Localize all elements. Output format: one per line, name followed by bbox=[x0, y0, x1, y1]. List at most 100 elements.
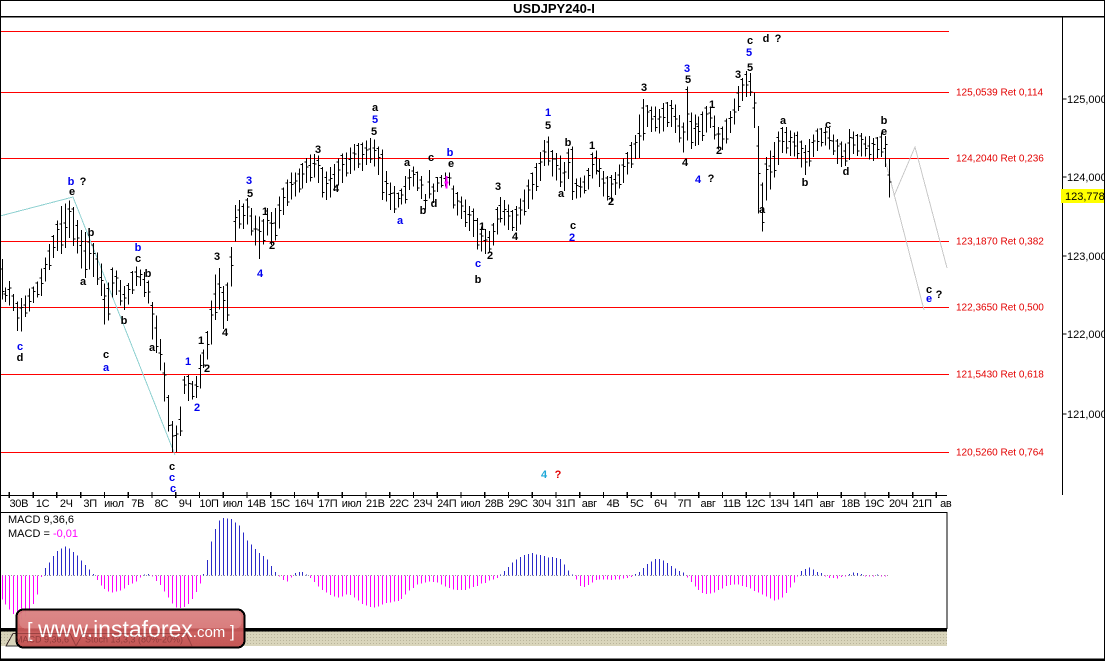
svg-text:c: c bbox=[475, 258, 481, 270]
svg-text:123,1870 Ret 0,382: 123,1870 Ret 0,382 bbox=[956, 237, 1044, 248]
svg-text:5: 5 bbox=[545, 120, 551, 132]
svg-text:19С: 19С bbox=[865, 498, 885, 510]
svg-text:a: a bbox=[759, 204, 766, 216]
svg-text:2Ч: 2Ч bbox=[60, 498, 73, 510]
svg-text:122,000: 122,000 bbox=[1067, 329, 1105, 341]
svg-text:b: b bbox=[565, 137, 572, 149]
svg-text:d: d bbox=[763, 33, 770, 45]
svg-text:21В: 21В bbox=[366, 498, 385, 510]
svg-text:3П: 3П bbox=[83, 498, 97, 510]
svg-text:8С: 8С bbox=[155, 498, 169, 510]
svg-text:28В: 28В bbox=[485, 498, 504, 510]
svg-text:14В: 14В bbox=[247, 498, 266, 510]
svg-text:c: c bbox=[926, 284, 932, 296]
svg-text:e: e bbox=[881, 126, 887, 138]
svg-text:30В: 30В bbox=[9, 498, 28, 510]
svg-text:a: a bbox=[404, 157, 411, 169]
svg-text:3: 3 bbox=[684, 63, 690, 75]
svg-text:c: c bbox=[135, 253, 141, 265]
svg-text:4: 4 bbox=[541, 469, 548, 481]
svg-text:20Ч: 20Ч bbox=[889, 498, 908, 510]
svg-text:3: 3 bbox=[495, 181, 501, 193]
svg-text:125,0539 Ret 0,114: 125,0539 Ret 0,114 bbox=[956, 88, 1044, 99]
svg-text:122,3650 Ret 0,500: 122,3650 Ret 0,500 bbox=[956, 303, 1044, 314]
svg-text:5: 5 bbox=[372, 114, 378, 126]
svg-text:1: 1 bbox=[198, 335, 204, 347]
svg-text:5: 5 bbox=[371, 126, 377, 138]
svg-text:5С: 5С bbox=[630, 498, 644, 510]
svg-text:4: 4 bbox=[512, 231, 519, 243]
svg-text:2: 2 bbox=[716, 145, 722, 157]
svg-text:121,000: 121,000 bbox=[1067, 409, 1105, 421]
svg-text:b: b bbox=[447, 147, 454, 159]
svg-text:b: b bbox=[121, 315, 128, 327]
svg-text:?: ? bbox=[708, 173, 715, 185]
svg-text:MACD = -0,01: MACD = -0,01 bbox=[8, 528, 78, 540]
svg-text:4: 4 bbox=[222, 327, 229, 339]
svg-text:30Ч: 30Ч bbox=[532, 498, 551, 510]
svg-text:3: 3 bbox=[315, 144, 321, 156]
svg-text:июл: июл bbox=[104, 498, 124, 510]
svg-text:e: e bbox=[69, 186, 75, 198]
svg-text:b: b bbox=[145, 268, 152, 280]
svg-text:c: c bbox=[169, 472, 175, 484]
svg-text:c: c bbox=[747, 35, 753, 47]
svg-text:15С: 15С bbox=[271, 498, 291, 510]
svg-text:3: 3 bbox=[641, 82, 647, 94]
svg-text:5: 5 bbox=[747, 62, 753, 74]
svg-text:2: 2 bbox=[204, 363, 210, 375]
svg-text:июл: июл bbox=[342, 498, 362, 510]
svg-text:a: a bbox=[558, 188, 565, 200]
svg-text:10П: 10П bbox=[199, 498, 219, 510]
svg-text:29С: 29С bbox=[508, 498, 528, 510]
svg-text:124,000: 124,000 bbox=[1067, 172, 1105, 184]
svg-text:b: b bbox=[68, 176, 75, 188]
svg-text:MACD 9,36,6: MACD 9,36,6 bbox=[15, 635, 69, 645]
svg-text:7П: 7П bbox=[678, 498, 692, 510]
svg-text:5: 5 bbox=[746, 47, 752, 59]
svg-text:b: b bbox=[420, 205, 427, 217]
svg-text:1: 1 bbox=[709, 99, 715, 111]
svg-text:11В: 11В bbox=[723, 498, 741, 510]
svg-text:a: a bbox=[780, 115, 787, 127]
svg-text:3: 3 bbox=[246, 175, 252, 187]
svg-text:c: c bbox=[103, 349, 109, 361]
svg-text:4: 4 bbox=[695, 174, 702, 186]
svg-text:120,5260 Ret 0,764: 120,5260 Ret 0,764 bbox=[956, 448, 1044, 459]
svg-text:d: d bbox=[843, 166, 850, 178]
svg-text:2: 2 bbox=[487, 250, 493, 262]
svg-text:c: c bbox=[428, 152, 434, 164]
svg-text:24П: 24П bbox=[437, 498, 457, 510]
svg-text:4: 4 bbox=[257, 268, 264, 280]
svg-text:ав: ав bbox=[940, 498, 952, 510]
svg-text:12С: 12С bbox=[746, 498, 766, 510]
svg-text:a: a bbox=[80, 276, 87, 288]
svg-text:?: ? bbox=[936, 289, 943, 301]
svg-text:d: d bbox=[17, 352, 24, 364]
svg-text:4В: 4В bbox=[607, 498, 620, 510]
svg-text:a: a bbox=[372, 102, 379, 114]
svg-text:b: b bbox=[475, 274, 482, 286]
svg-text:2: 2 bbox=[194, 402, 200, 414]
svg-text:[ www.instaforex.com ]: [ www.instaforex.com ] bbox=[27, 616, 235, 642]
svg-text:1: 1 bbox=[545, 107, 551, 119]
svg-text:2: 2 bbox=[608, 196, 614, 208]
svg-text:1: 1 bbox=[185, 356, 191, 368]
svg-text:4: 4 bbox=[682, 157, 689, 169]
svg-text:b: b bbox=[881, 115, 888, 127]
svg-text:авг: авг bbox=[819, 498, 834, 510]
svg-text:4: 4 bbox=[333, 183, 340, 195]
svg-text:16Ч: 16Ч bbox=[295, 498, 314, 510]
svg-text:5: 5 bbox=[247, 188, 253, 200]
svg-text:18В: 18В bbox=[841, 498, 860, 510]
svg-text:22С: 22С bbox=[389, 498, 409, 510]
svg-text:124,2040 Ret 0,236: 124,2040 Ret 0,236 bbox=[956, 154, 1044, 165]
svg-text:1: 1 bbox=[479, 221, 485, 233]
svg-text:1: 1 bbox=[262, 206, 268, 218]
svg-text:7В: 7В bbox=[131, 498, 144, 510]
svg-text:d: d bbox=[431, 198, 438, 210]
svg-text:b: b bbox=[88, 227, 95, 239]
svg-text:b: b bbox=[802, 177, 809, 189]
svg-text:125,000: 125,000 bbox=[1067, 94, 1105, 106]
svg-text:e: e bbox=[926, 293, 932, 305]
